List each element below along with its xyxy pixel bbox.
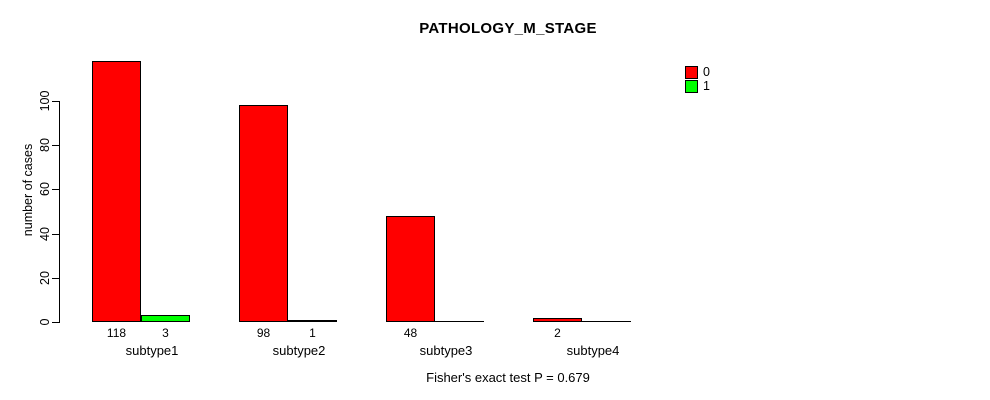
y-tick [52,278,59,279]
legend-item-0: 0 [685,65,710,79]
y-tick-label: 0 [38,318,52,326]
y-tick-label: 40 [38,227,52,241]
bar-subtype4-series-0 [533,318,582,322]
bar-subtype1-series-0 [92,61,141,322]
fisher-test-annotation: Fisher's exact test P = 0.679 [426,370,590,385]
y-tick [52,145,59,146]
bar-value-label: 2 [554,326,561,340]
x-category-label: subtype3 [419,343,473,358]
bar-value-label: 3 [162,326,169,340]
legend-label: 0 [703,64,710,79]
y-axis-line [59,101,60,323]
legend-swatch-icon [685,79,698,93]
bar-subtype2-series-0 [239,105,288,322]
y-tick [52,234,59,235]
bar-subtype3-series-0 [386,216,435,322]
x-category-label: subtype1 [125,343,179,358]
y-tick-label: 100 [38,90,52,112]
bar-subtype2-series-1 [288,320,337,322]
chart-title: PATHOLOGY_M_STAGE [419,20,597,37]
bar-value-label: 118 [106,326,127,340]
bar-value-label: 48 [403,326,418,340]
legend-label: 1 [703,78,710,93]
y-tick [52,322,59,323]
legend-item-1: 1 [685,79,710,93]
bar-value-label: 98 [256,326,271,340]
y-tick-label: 20 [38,271,52,285]
y-tick-label: 60 [38,182,52,196]
bar-subtype4-series-1 [582,321,631,322]
y-tick-label: 80 [38,138,52,152]
legend-swatch-icon [685,65,698,79]
bar-value-label: 1 [309,326,316,340]
y-tick [52,101,59,102]
bar-subtype1-series-1 [141,315,190,322]
x-category-label: subtype4 [566,343,620,358]
x-category-label: subtype2 [272,343,326,358]
y-tick [52,189,59,190]
bar-subtype3-series-1 [435,321,484,322]
